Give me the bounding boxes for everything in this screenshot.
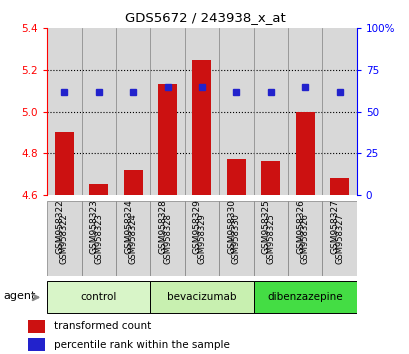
Text: GSM958329: GSM958329 (197, 213, 206, 264)
Text: control: control (80, 292, 117, 302)
Bar (218, 28, 253, 195)
Bar (28, 320, 45, 333)
Text: transformed count: transformed count (54, 321, 151, 331)
Bar (150, 28, 184, 195)
Bar (184, 28, 218, 195)
Bar (158, 85, 177, 195)
Text: GSM958330: GSM958330 (231, 213, 240, 264)
Bar (192, 59, 211, 195)
Text: GSM958327: GSM958327 (334, 213, 343, 264)
Bar (329, 178, 348, 195)
Bar (81, 28, 116, 195)
Bar (253, 281, 356, 313)
Bar (287, 201, 321, 276)
Bar (150, 281, 253, 313)
Bar (124, 170, 142, 195)
Text: GDS5672 / 243938_x_at: GDS5672 / 243938_x_at (124, 11, 285, 24)
Text: GSM958326: GSM958326 (295, 199, 304, 254)
Bar (150, 201, 184, 276)
Text: GSM958328: GSM958328 (163, 213, 172, 264)
Bar (47, 281, 150, 313)
Bar (47, 201, 81, 276)
Text: percentile rank within the sample: percentile rank within the sample (54, 339, 229, 350)
Text: dibenzazepine: dibenzazepine (267, 292, 342, 302)
Text: GSM958328: GSM958328 (158, 199, 167, 254)
Text: GSM958323: GSM958323 (94, 213, 103, 264)
Text: GSM958326: GSM958326 (300, 213, 309, 264)
Bar (253, 28, 287, 195)
Bar (253, 201, 287, 276)
Text: GSM958330: GSM958330 (227, 199, 236, 254)
Text: GSM958322: GSM958322 (60, 213, 69, 264)
Text: GSM958323: GSM958323 (90, 199, 99, 254)
Text: GSM958324: GSM958324 (124, 199, 133, 253)
Bar (55, 132, 74, 195)
Bar (28, 338, 45, 351)
Bar (321, 28, 356, 195)
Bar (321, 201, 356, 276)
Bar (261, 161, 279, 195)
Bar (47, 28, 81, 195)
Bar (295, 112, 314, 195)
Bar (184, 201, 218, 276)
Text: GSM958329: GSM958329 (193, 199, 201, 254)
Bar (81, 201, 116, 276)
Bar (116, 28, 150, 195)
Text: agent: agent (4, 291, 36, 301)
Text: GSM958324: GSM958324 (128, 213, 137, 264)
Text: GSM958325: GSM958325 (261, 199, 270, 254)
Bar (89, 184, 108, 195)
Text: bevacizumab: bevacizumab (167, 292, 236, 302)
Bar (116, 201, 150, 276)
Text: GSM958325: GSM958325 (265, 213, 274, 264)
Text: GSM958322: GSM958322 (55, 199, 64, 253)
Bar (287, 28, 321, 195)
Bar (226, 159, 245, 195)
Bar (218, 201, 253, 276)
Text: GSM958327: GSM958327 (330, 199, 339, 254)
